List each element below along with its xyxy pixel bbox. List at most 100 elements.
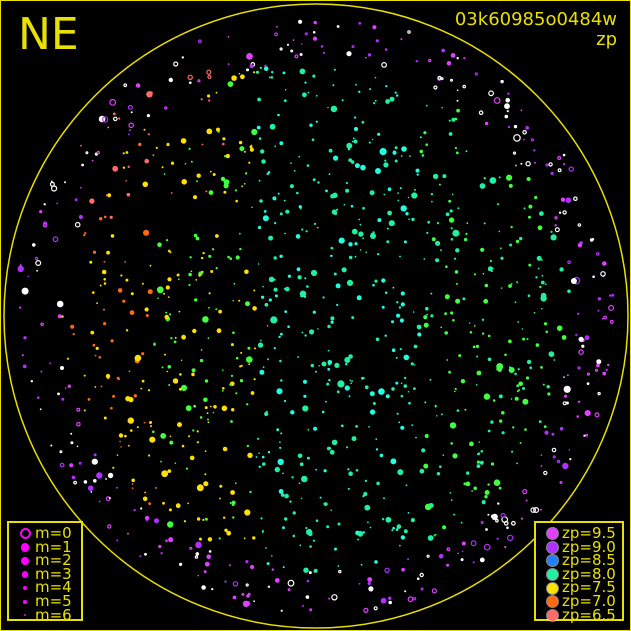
star-marker — [287, 274, 291, 278]
star-marker — [327, 324, 331, 329]
star-marker — [601, 318, 604, 320]
star-marker — [554, 224, 557, 227]
star-marker — [245, 301, 250, 307]
star-marker — [438, 553, 444, 559]
star-marker — [338, 237, 345, 244]
star-marker — [274, 145, 277, 147]
star-marker — [374, 560, 378, 564]
star-marker — [310, 363, 314, 368]
star-marker — [264, 302, 269, 307]
star-marker — [357, 530, 364, 537]
star-marker — [280, 493, 285, 497]
star-marker — [313, 426, 318, 431]
star-marker — [101, 116, 109, 123]
star-marker — [479, 183, 486, 189]
star-marker — [146, 91, 153, 98]
star-marker — [125, 278, 129, 282]
star-marker — [423, 258, 426, 260]
star-marker — [173, 340, 177, 344]
star-marker — [167, 296, 170, 298]
star-marker — [154, 518, 159, 524]
star-marker — [592, 275, 595, 279]
star-marker — [539, 285, 542, 289]
star-marker — [386, 240, 390, 244]
star-marker — [365, 251, 368, 253]
star-marker — [276, 388, 283, 395]
star-marker — [35, 260, 42, 267]
star-marker — [444, 312, 447, 316]
star-marker — [328, 379, 331, 382]
star-marker — [298, 155, 301, 158]
star-marker — [19, 264, 22, 267]
star-marker — [562, 153, 566, 157]
star-marker — [322, 51, 325, 55]
star-marker — [273, 287, 278, 292]
star-marker — [368, 586, 374, 592]
star-marker — [455, 248, 460, 253]
horizon-circle — [3, 3, 629, 629]
star-marker — [195, 236, 200, 241]
star-marker — [195, 541, 202, 549]
star-marker — [305, 595, 310, 599]
star-marker — [594, 412, 600, 418]
star-marker — [430, 314, 434, 318]
star-marker — [386, 227, 389, 230]
star-marker — [473, 325, 476, 327]
star-marker — [346, 142, 353, 149]
star-marker — [232, 595, 237, 600]
star-marker — [167, 469, 172, 473]
star-marker — [299, 544, 302, 547]
star-marker — [239, 365, 242, 368]
star-marker — [536, 255, 542, 261]
star-marker — [511, 520, 516, 526]
star-marker — [398, 306, 402, 309]
star-marker — [242, 600, 250, 607]
star-marker — [282, 71, 286, 75]
star-marker — [585, 433, 589, 437]
star-marker — [526, 338, 529, 340]
star-marker — [371, 232, 373, 235]
star-marker — [164, 314, 169, 320]
star-marker — [108, 497, 111, 499]
star-marker — [373, 606, 378, 611]
star-marker — [513, 134, 521, 142]
star-marker — [542, 383, 545, 386]
star-marker — [505, 97, 511, 103]
zp-legend-label: zp=8.0 — [562, 564, 616, 583]
star-marker — [206, 412, 209, 415]
star-marker — [528, 263, 532, 267]
star-marker — [411, 217, 415, 222]
star-marker — [239, 379, 244, 383]
star-marker — [268, 276, 275, 283]
star-marker — [530, 138, 535, 142]
star-marker — [139, 555, 142, 558]
star-marker — [266, 325, 269, 327]
star-marker — [174, 336, 177, 339]
star-marker — [334, 547, 337, 551]
star-marker — [96, 472, 103, 479]
star-marker — [147, 133, 150, 136]
star-marker — [469, 331, 473, 334]
star-marker — [400, 302, 405, 307]
star-marker — [462, 297, 466, 301]
star-marker — [358, 21, 362, 25]
star-marker — [543, 470, 548, 476]
star-marker — [105, 478, 107, 480]
star-marker — [472, 561, 475, 564]
star-marker — [385, 394, 390, 399]
star-marker — [284, 286, 290, 292]
star-marker — [337, 522, 341, 526]
star-marker — [300, 497, 303, 500]
star-marker — [222, 387, 225, 390]
star-marker — [131, 483, 134, 485]
star-marker — [208, 306, 210, 309]
star-marker — [23, 336, 27, 340]
star-marker — [586, 372, 591, 376]
star-marker — [392, 526, 395, 530]
star-marker — [318, 365, 321, 367]
star-marker — [207, 337, 210, 339]
star-marker — [313, 222, 317, 225]
star-marker — [270, 316, 278, 324]
star-marker — [525, 499, 528, 502]
star-marker — [535, 276, 538, 279]
